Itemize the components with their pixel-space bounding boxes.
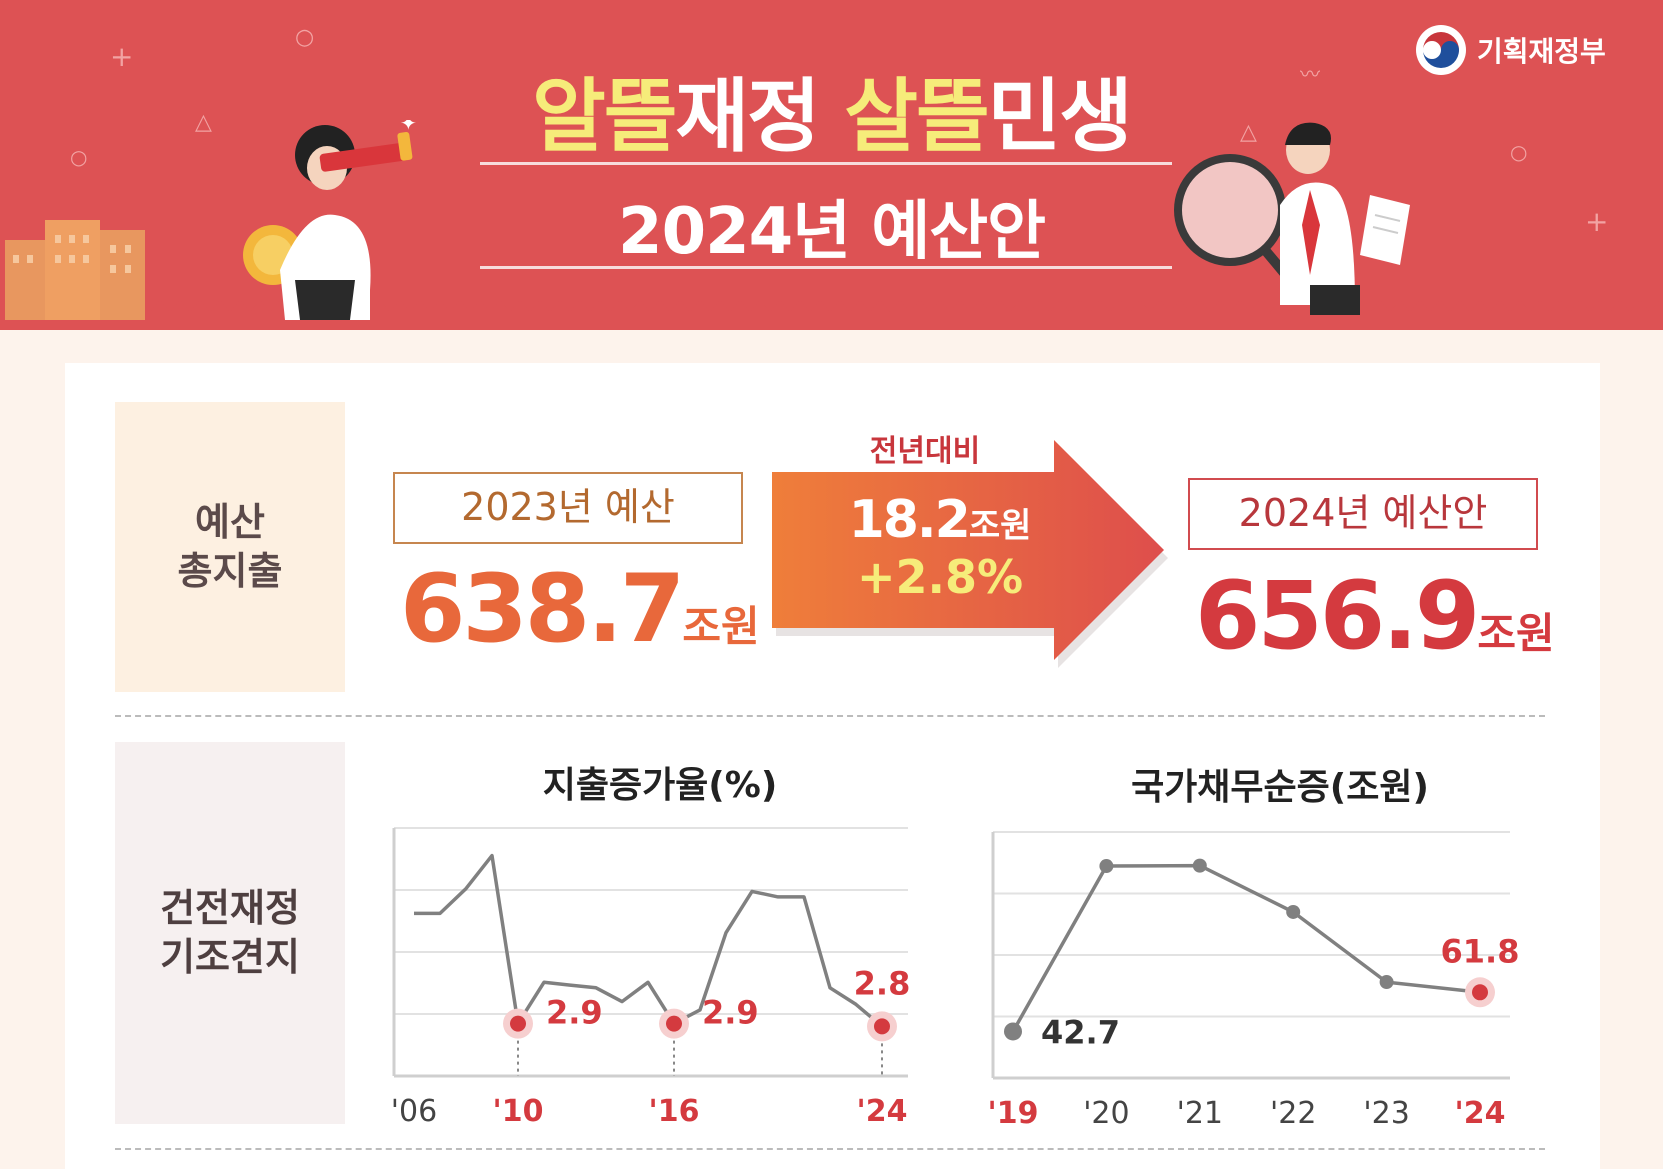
prev-budget-value: 638.7조원	[400, 555, 760, 664]
x-tick-label: '24	[1455, 1096, 1506, 1131]
x-tick-label: '23	[1363, 1096, 1409, 1131]
fiscal-section-label: 건전재정 기조견지	[115, 742, 345, 1124]
wave-deco-icon: 〰	[1300, 62, 1320, 86]
circle-deco-icon: ○	[295, 25, 315, 50]
yoy-amount-number: 18.2	[848, 490, 971, 550]
highlight-point	[1472, 984, 1488, 1001]
circle-deco-icon: ○	[1510, 140, 1528, 164]
x-tick-label: '10	[493, 1094, 544, 1129]
data-label: 42.7	[1041, 1013, 1120, 1051]
data-label: 61.8	[1441, 932, 1520, 970]
title-highlight-1: 알뜰	[532, 70, 677, 163]
svg-text:✦: ✦	[400, 120, 417, 135]
triangle-deco-icon: △	[195, 110, 212, 135]
title-divider-top	[480, 162, 1172, 165]
chart2-title: 국가채무순증(조원)	[1131, 767, 1429, 808]
prev-budget-unit: 조원	[682, 602, 760, 651]
prev-budget-label-box: 2023년 예산	[393, 472, 743, 544]
x-tick-label: '16	[649, 1094, 700, 1129]
highlight-point	[1004, 1022, 1022, 1041]
title-divider-bottom	[480, 266, 1172, 269]
next-budget-number: 656.9	[1195, 562, 1480, 671]
data-point	[1286, 904, 1301, 919]
woman-telescope-illustration: ✦	[5, 120, 417, 320]
x-tick-label: '20	[1083, 1096, 1129, 1131]
man-magnifier-illustration	[1174, 122, 1410, 315]
data-point	[1192, 858, 1207, 873]
next-budget-label: 2024년 예산안	[1238, 491, 1488, 535]
series-line	[414, 853, 884, 1028]
yoy-amount-unit: 조원	[968, 506, 1032, 546]
next-budget-value: 656.9조원	[1195, 562, 1555, 671]
bottom-divider	[115, 1148, 1545, 1150]
yoy-amount: 18.2조원	[800, 490, 1080, 550]
data-label: 2.9	[546, 994, 603, 1032]
subtitle: 2024년 예산안	[618, 195, 1046, 269]
data-point	[1099, 859, 1114, 874]
x-tick-label: '21	[1177, 1096, 1223, 1131]
yoy-label: 전년대비	[869, 434, 981, 469]
budget-section-label-text: 예산 총지출	[177, 499, 283, 593]
series-line	[1011, 863, 1481, 1033]
next-budget-unit: 조원	[1477, 609, 1555, 658]
data-label: 2.9	[702, 994, 759, 1032]
ministry-logo: 기획재정부	[1415, 22, 1606, 78]
data-point	[1379, 975, 1394, 990]
fiscal-section-label-text: 건전재정 기조견지	[160, 885, 300, 979]
highlight-point	[666, 1015, 682, 1032]
data-label: 2.8	[854, 964, 911, 1002]
circle-deco-icon: ○	[70, 145, 88, 169]
chart1-title: 지출증가율(%)	[542, 765, 778, 806]
section-divider	[115, 715, 1545, 717]
main-title: 알뜰재정 살뜰민생	[0, 52, 1663, 168]
title-word-4: 민생	[987, 70, 1133, 163]
next-budget-label-box: 2024년 예산안	[1188, 478, 1538, 550]
taegeuk-icon	[1416, 25, 1466, 75]
x-tick-label: '19	[988, 1096, 1039, 1131]
yoy-percent: +2.8%	[856, 550, 1024, 604]
plus-deco-icon: +	[110, 40, 134, 73]
yoy-arrow	[772, 440, 1168, 668]
header-zigzag-edge	[0, 300, 1663, 312]
x-tick-label: '24	[857, 1094, 908, 1129]
title-word-2: 재정	[675, 70, 845, 163]
x-tick-label: '22	[1270, 1096, 1316, 1131]
plus-deco-icon: +	[1585, 205, 1609, 238]
highlight-point	[874, 1018, 890, 1035]
title-highlight-3: 살뜰	[844, 70, 989, 163]
highlight-point	[510, 1015, 526, 1032]
prev-budget-label: 2023년 예산	[461, 485, 675, 529]
ministry-name: 기획재정부	[1477, 35, 1606, 68]
budget-section-label: 예산 총지출	[115, 402, 345, 692]
prev-budget-number: 638.7	[400, 555, 685, 664]
x-tick-label: '06	[391, 1094, 437, 1129]
triangle-deco-icon: △	[1240, 120, 1257, 145]
